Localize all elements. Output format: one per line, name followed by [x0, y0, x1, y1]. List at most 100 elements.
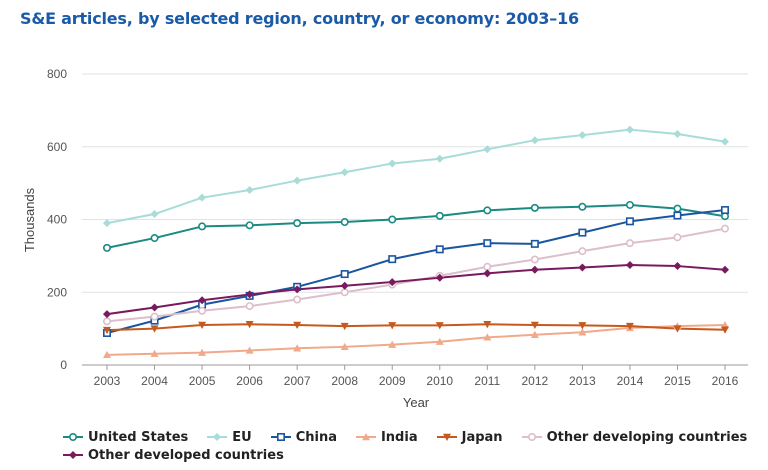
y-tick-label: 600 — [47, 140, 67, 154]
data-point-eu — [103, 219, 111, 228]
data-point-china — [625, 217, 634, 226]
series-line-japan — [106, 323, 726, 332]
x-tick-label: 2006 — [236, 374, 263, 388]
data-point-other-developed-countries — [435, 273, 444, 282]
data-point-other-developing-countries — [530, 255, 539, 264]
legend-swatch — [207, 433, 228, 441]
data-point-united-states — [388, 215, 397, 224]
legend-item-eu: EU — [206, 429, 252, 445]
legend-swatch — [63, 451, 83, 459]
legend-label: Other developed countries — [88, 447, 284, 463]
x-tick-label: 2013 — [569, 374, 596, 388]
series-line-united-states — [106, 203, 726, 249]
legend-item-japan: Japan — [436, 430, 503, 445]
data-point-india — [245, 346, 254, 354]
data-point-eu — [435, 154, 444, 163]
legend-label: EU — [232, 429, 252, 445]
data-point-other-developing-countries — [578, 247, 587, 256]
data-point-eu — [578, 131, 587, 140]
data-point-india — [293, 344, 302, 352]
data-point-china — [578, 228, 587, 237]
data-point-china — [435, 245, 444, 254]
x-tick-label: 2011 — [474, 374, 500, 388]
legend-item-united-states: United States — [62, 430, 188, 445]
data-point-eu — [340, 168, 349, 177]
data-point-united-states — [625, 200, 634, 209]
series-line-eu — [106, 128, 726, 225]
data-point-eu — [530, 136, 539, 145]
y-tick-label: 200 — [47, 285, 67, 299]
data-point-japan — [530, 321, 539, 329]
legend-label: India — [380, 429, 418, 445]
x-tick-label: 2009 — [379, 374, 406, 388]
data-point-united-states — [103, 243, 112, 252]
data-point-eu — [483, 145, 492, 154]
x-tick-label: 2003 — [94, 374, 121, 388]
data-point-japan — [578, 322, 587, 330]
data-point-india — [578, 328, 587, 336]
chart-title: S&E articles, by selected region, countr… — [20, 9, 579, 28]
data-point-eu — [293, 176, 302, 185]
legend-item-india: India — [355, 430, 418, 445]
data-point-united-states — [293, 219, 302, 228]
data-point-other-developed-countries — [340, 281, 349, 290]
x-tick-label: 2014 — [617, 374, 644, 388]
x-tick-label: 2007 — [284, 374, 311, 388]
data-point-eu — [245, 186, 254, 195]
data-point-other-developing-countries — [198, 306, 207, 315]
series-line-other-developed-countries — [106, 263, 726, 316]
x-tick-label: 2004 — [141, 374, 168, 388]
data-point-other-developed-countries — [483, 269, 492, 278]
data-point-japan — [150, 325, 159, 333]
legend-swatch — [355, 433, 376, 441]
series-line-china — [106, 209, 726, 334]
legend-row: United States EU China India Japan Other deve… — [62, 428, 762, 446]
data-point-united-states — [245, 221, 254, 230]
data-point-india — [530, 330, 539, 339]
series-lines — [106, 128, 726, 356]
data-point-other-developed-countries — [578, 263, 587, 272]
data-point-other-developing-countries — [293, 295, 302, 304]
x-tick-label: 2008 — [331, 374, 358, 388]
data-point-japan — [721, 326, 729, 334]
data-point-japan — [103, 326, 111, 335]
data-point-united-states — [483, 206, 492, 215]
data-point-eu — [625, 125, 634, 134]
data-point-united-states — [435, 211, 444, 220]
data-point-india — [150, 349, 159, 357]
data-point-china — [340, 270, 349, 279]
x-tick-label: 2012 — [521, 374, 548, 388]
data-point-other-developing-countries — [150, 312, 159, 321]
series-markers — [103, 125, 729, 359]
legend-label: Other developing countries — [546, 429, 748, 445]
data-point-other-developed-countries — [293, 285, 302, 294]
data-point-china — [530, 239, 539, 248]
legend-item-other-developed-countries: Other developed countries — [62, 448, 284, 463]
data-point-japan — [673, 325, 682, 333]
data-point-eu — [388, 159, 397, 168]
series-line-india — [106, 323, 726, 356]
data-point-china — [388, 255, 397, 264]
data-point-united-states — [150, 234, 159, 243]
data-point-china — [673, 211, 682, 220]
x-tick-label: 2015 — [664, 374, 691, 388]
data-point-china — [483, 239, 492, 248]
data-point-india — [483, 333, 492, 341]
y-tick-label: 800 — [47, 67, 67, 81]
data-point-other-developed-countries — [721, 265, 729, 274]
data-point-eu — [721, 137, 729, 146]
data-point-japan — [198, 321, 207, 329]
data-point-other-developing-countries — [103, 317, 112, 326]
y-tick-labels: 0 200 400 600 800 — [47, 67, 67, 372]
legend-swatch — [63, 432, 83, 442]
data-point-india — [340, 342, 349, 351]
data-point-japan — [245, 321, 254, 329]
legend-swatch — [521, 432, 542, 442]
data-point-other-developing-countries — [720, 224, 729, 233]
data-point-china — [720, 206, 729, 215]
x-tick-label: 2010 — [426, 374, 453, 388]
data-point-united-states — [198, 222, 207, 231]
data-point-other-developing-countries — [625, 239, 634, 248]
legend-item-china: China — [270, 430, 337, 445]
